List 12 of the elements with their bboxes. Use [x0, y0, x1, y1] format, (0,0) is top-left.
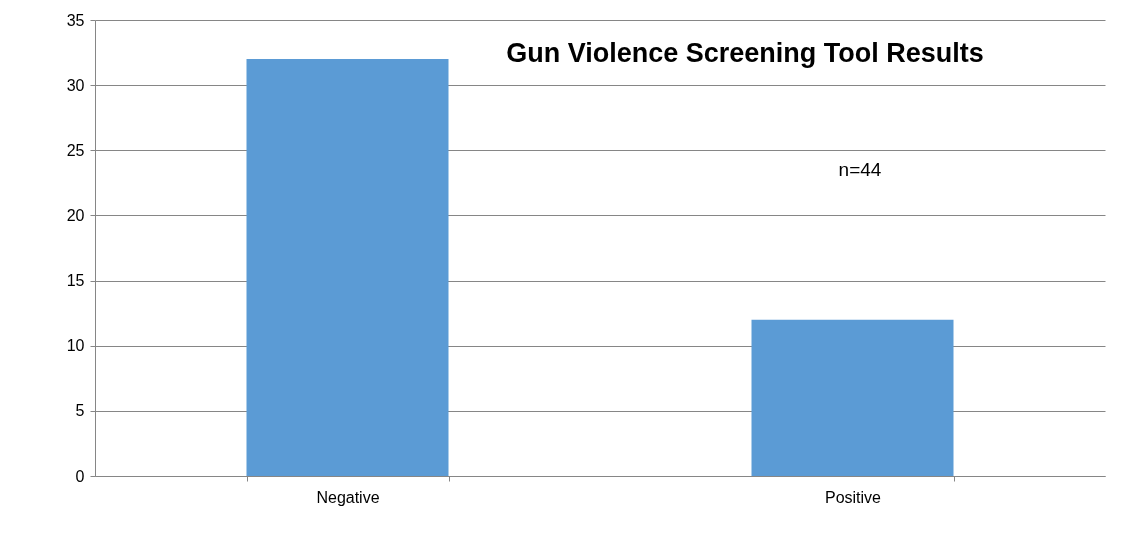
y-tick-label: 20 — [66, 206, 85, 224]
y-tick-label: 25 — [66, 141, 85, 159]
text: Gun Violence Screening Tool Results — [506, 38, 984, 68]
y-tick-label: 30 — [66, 76, 85, 94]
x-tick-label: Positive — [824, 488, 882, 506]
y-tick-label: 0 — [75, 467, 85, 485]
x-tick-label: Negative — [316, 488, 380, 506]
y-tick-label: 15 — [66, 272, 85, 290]
y-tick-label: 35 — [66, 11, 85, 29]
annotation: n=44 — [838, 159, 882, 180]
y-tick-label: 5 — [75, 402, 85, 420]
y-tick-label: 10 — [66, 337, 85, 355]
